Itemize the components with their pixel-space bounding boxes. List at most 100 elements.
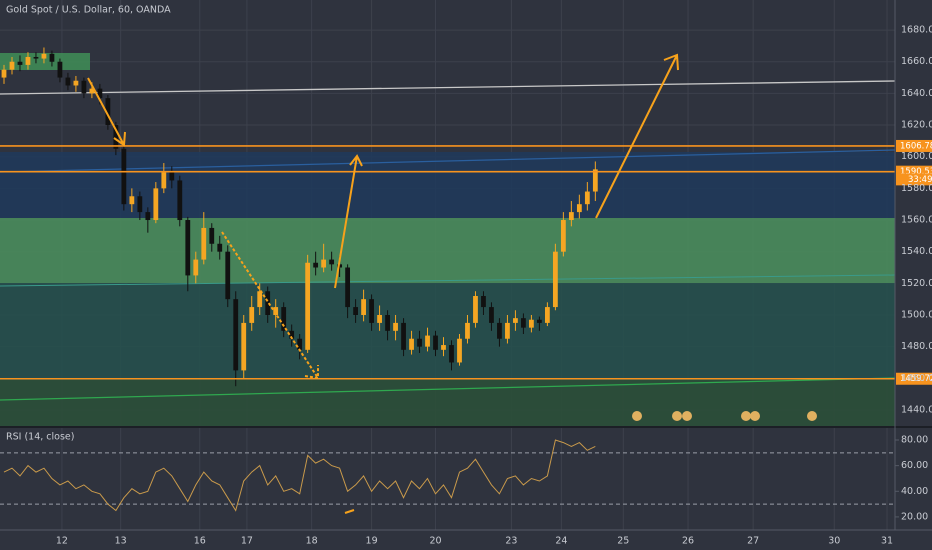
candle-body <box>9 61 15 70</box>
candle-body <box>393 322 398 331</box>
candle-body <box>321 259 327 268</box>
candle-body <box>505 322 510 339</box>
candle-body <box>560 220 566 252</box>
candle-body <box>473 295 478 323</box>
candle-body <box>345 267 351 308</box>
candle-body <box>81 80 87 94</box>
candle-body <box>73 80 79 86</box>
event-icon <box>750 411 760 421</box>
zone-top <box>0 53 90 70</box>
candle-body <box>17 61 23 65</box>
candle-body <box>313 262 319 268</box>
candle-body <box>433 335 438 350</box>
y-tick-label: 1580.000 <box>901 183 932 194</box>
rsi-tick-label: 20.00 <box>901 511 928 522</box>
y-tick-label: 1540.000 <box>901 246 932 257</box>
candle-body <box>49 53 55 62</box>
y-tick-label: 1600.000 <box>901 151 932 162</box>
rsi-tick-label: 80.00 <box>901 435 928 446</box>
x-tick-label: 24 <box>555 536 567 547</box>
x-tick-label: 23 <box>505 536 517 547</box>
rsi-title: RSI (14, close) <box>6 432 74 443</box>
x-tick-label: 18 <box>306 536 318 547</box>
candle-body <box>409 338 414 350</box>
countdown: 33:49 <box>908 175 932 185</box>
candle-body <box>89 88 95 94</box>
candle-body <box>417 338 422 347</box>
candle-body <box>568 212 574 221</box>
zone-blue <box>0 152 895 218</box>
candle-body <box>201 227 207 260</box>
candle-body <box>209 227 215 244</box>
arrow <box>595 53 679 219</box>
trend-line <box>0 377 896 401</box>
price-level-tag <box>896 139 932 152</box>
trend-line <box>0 274 896 287</box>
y-tick-label: 1660.000 <box>901 56 932 67</box>
candle-body <box>584 191 590 205</box>
candle-body <box>169 172 175 181</box>
candle-body <box>129 196 135 205</box>
x-tick-label: 13 <box>115 536 127 547</box>
x-tick-label: 20 <box>429 536 441 547</box>
y-tick-label: 1460.000 <box>901 373 932 384</box>
candle-body <box>97 88 103 99</box>
candle-body <box>576 204 582 213</box>
chart-title: Gold Spot / U.S. Dollar, 60, OANDA <box>6 5 171 16</box>
y-tick-label: 1640.000 <box>901 88 932 99</box>
candle-body <box>193 259 199 276</box>
zone-bottom <box>0 380 895 426</box>
event-icon <box>807 411 817 421</box>
candle-body <box>401 322 406 350</box>
candle-body <box>113 125 119 149</box>
zone-green <box>0 218 895 283</box>
candle-body <box>425 335 430 347</box>
candle-body <box>249 307 255 323</box>
candle-body <box>529 319 534 328</box>
y-tick-label: 1500.000 <box>901 309 932 320</box>
y-tick-label: 1680.000 <box>901 25 932 36</box>
candle-body <box>137 196 143 213</box>
y-tick-label: 1620.000 <box>901 120 932 131</box>
candle-body <box>65 77 71 86</box>
price-level-label: 1459.722 <box>900 374 932 384</box>
arrows <box>87 53 679 514</box>
trend-line <box>0 80 896 95</box>
candle-body <box>225 251 231 300</box>
y-tick-label: 1480.000 <box>901 341 932 352</box>
candle-body <box>457 338 462 363</box>
x-tick-label: 31 <box>881 536 893 547</box>
candle-body <box>353 307 358 315</box>
candle-body <box>217 243 223 252</box>
candle-body <box>281 307 287 331</box>
candle-body <box>513 318 518 323</box>
candle-body <box>521 318 526 328</box>
candle-body <box>497 322 502 339</box>
x-tick-label: 16 <box>194 536 206 547</box>
y-tick-label: 1560.000 <box>901 215 932 226</box>
rsi-pane <box>0 439 895 512</box>
candle-body <box>241 322 247 371</box>
arrow <box>87 77 126 147</box>
x-tick-label: 19 <box>366 536 378 547</box>
event-icon <box>682 411 692 421</box>
rsi-tick-label: 60.00 <box>901 460 928 471</box>
candle-body <box>592 169 598 192</box>
candle-body <box>481 295 486 308</box>
price-level-tag <box>896 372 932 385</box>
arrow <box>221 231 319 380</box>
candle-body <box>305 262 311 350</box>
y-tick-label: 1440.000 <box>901 404 932 415</box>
candle-body <box>449 345 454 363</box>
price-level-label: 1606.784 <box>900 141 932 151</box>
candle-body <box>552 251 558 308</box>
candle-body <box>185 220 191 276</box>
candle-body <box>537 319 542 323</box>
x-tick-label: 25 <box>617 536 629 547</box>
trend-line <box>0 149 896 173</box>
candle-body <box>377 314 382 323</box>
candle-body <box>361 299 366 315</box>
event-icons <box>632 411 817 421</box>
y-tick-label: 1520.000 <box>901 278 932 289</box>
